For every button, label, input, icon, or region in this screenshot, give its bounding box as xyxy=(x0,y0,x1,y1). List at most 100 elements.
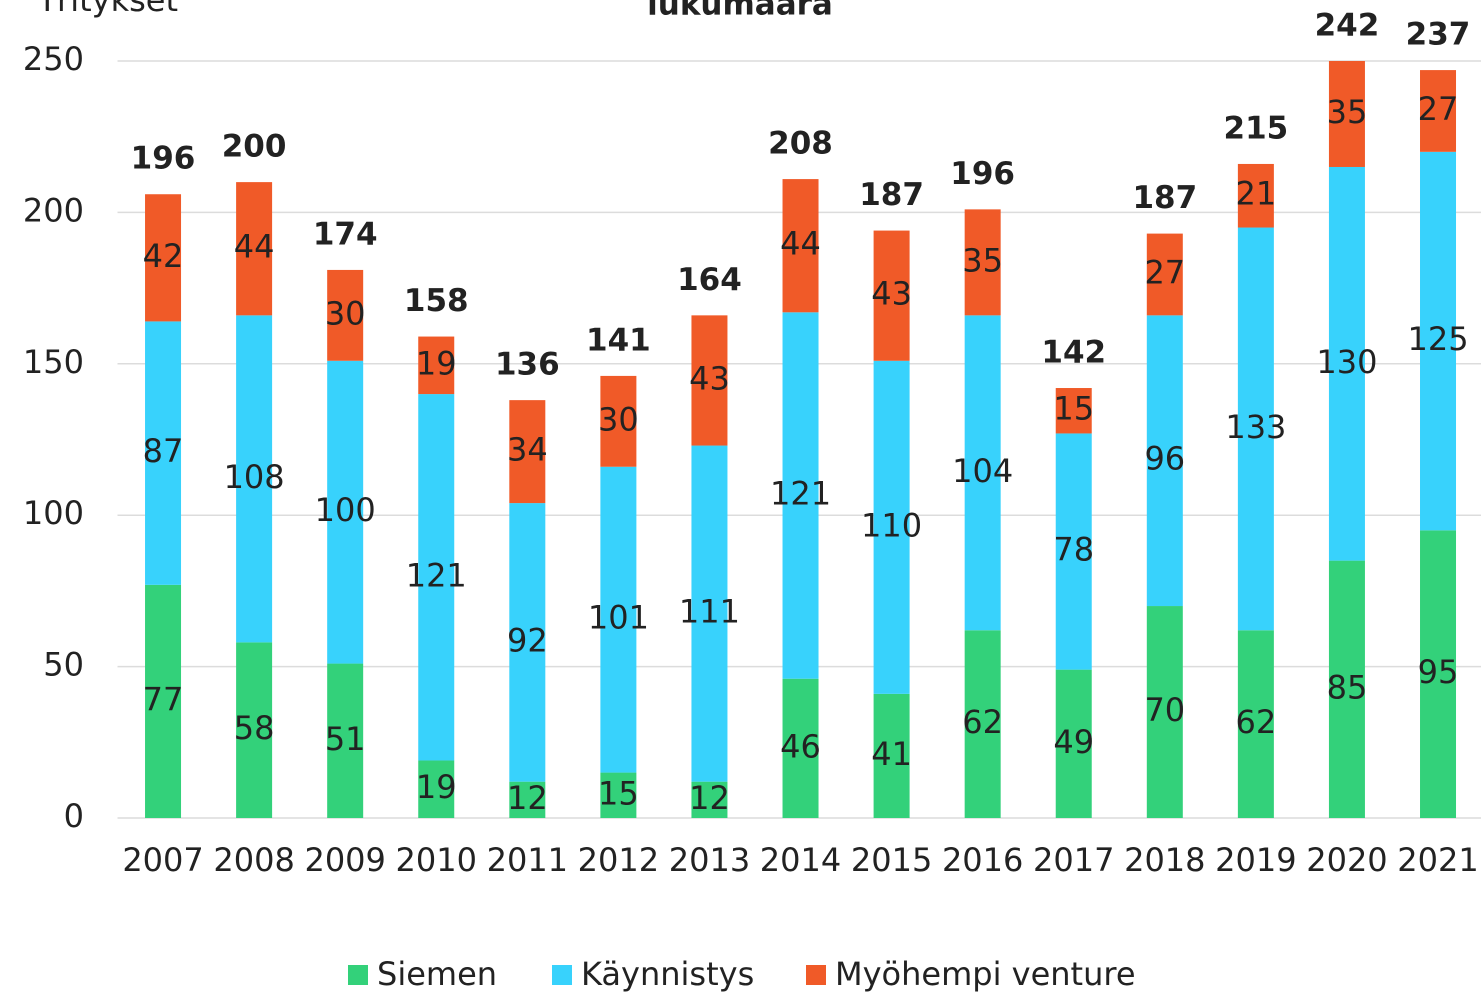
bar-segment xyxy=(600,772,637,818)
x-tick-label: 2012 xyxy=(578,841,659,879)
value-label: 104 xyxy=(952,452,1013,490)
bar-segment xyxy=(418,336,455,395)
value-label: 110 xyxy=(861,506,922,544)
bar-segment xyxy=(509,503,546,782)
bar-segment xyxy=(782,312,819,679)
bar-segment xyxy=(145,194,182,322)
bar-segment xyxy=(691,445,728,782)
y-tick-label: 200 xyxy=(23,191,84,229)
value-label: 27 xyxy=(1144,253,1185,291)
bar-segment xyxy=(1328,560,1365,818)
total-label: 174 xyxy=(313,216,378,252)
bar-segment xyxy=(873,230,910,361)
total-label: 237 xyxy=(1406,17,1471,53)
total-label: 141 xyxy=(586,322,651,358)
bar-segment xyxy=(782,678,819,818)
bar-segment xyxy=(145,321,182,585)
value-label: 49 xyxy=(1053,723,1094,761)
value-label: 35 xyxy=(962,241,1003,279)
value-label: 43 xyxy=(689,359,730,397)
value-label: 19 xyxy=(416,768,457,806)
y-tick-label: 100 xyxy=(23,494,84,532)
bar-segment xyxy=(1055,669,1092,818)
value-label: 30 xyxy=(325,294,366,332)
value-label: 101 xyxy=(588,599,649,637)
value-label: 44 xyxy=(234,228,275,266)
y-tick-label: 0 xyxy=(64,797,84,835)
bar-segment xyxy=(327,663,364,818)
total-label: 136 xyxy=(495,347,560,383)
y-tick-label: 150 xyxy=(23,343,84,381)
bar-segment xyxy=(873,360,910,694)
value-label: 35 xyxy=(1327,93,1368,131)
bar-segment xyxy=(691,315,728,446)
bar-segment xyxy=(327,269,364,361)
x-tick-label: 2008 xyxy=(213,841,294,879)
bar-segment xyxy=(509,400,546,504)
value-label: 43 xyxy=(871,275,912,313)
bar-segment xyxy=(145,584,182,818)
legend-label: Myöhempi venture xyxy=(835,955,1136,993)
x-tick-label: 2017 xyxy=(1033,841,1114,879)
bar-segment xyxy=(964,209,1001,316)
value-label: 15 xyxy=(1053,390,1094,428)
bar-segment xyxy=(1420,70,1457,152)
bar-segment xyxy=(1237,163,1274,228)
total-label: 215 xyxy=(1224,110,1289,146)
x-tick-label: 2010 xyxy=(396,841,477,879)
total-label: 187 xyxy=(1132,180,1197,216)
bar-segment xyxy=(236,182,273,316)
value-label: 121 xyxy=(406,556,467,594)
bar-segment xyxy=(236,642,273,818)
value-label: 58 xyxy=(234,709,275,747)
value-label: 41 xyxy=(871,735,912,773)
bar-segment xyxy=(600,375,637,467)
bar-segment xyxy=(1328,166,1365,561)
total-label: 208 xyxy=(768,126,833,162)
x-tick-label: 2007 xyxy=(122,841,203,879)
x-tick-label: 2013 xyxy=(669,841,750,879)
value-label: 95 xyxy=(1418,653,1459,691)
total-label: 164 xyxy=(677,262,742,298)
total-label: 187 xyxy=(859,177,924,213)
legend-swatch xyxy=(348,965,368,985)
bar-segment xyxy=(1328,61,1365,167)
bar-segment xyxy=(1146,233,1183,316)
value-label: 121 xyxy=(770,475,831,513)
legend-swatch xyxy=(552,965,572,985)
value-label: 12 xyxy=(689,779,730,817)
value-label: 70 xyxy=(1144,691,1185,729)
bar-segment xyxy=(509,781,546,818)
value-label: 62 xyxy=(1236,703,1277,741)
value-label: 27 xyxy=(1418,90,1459,128)
bar-segment xyxy=(1055,388,1092,434)
y-axis-label: Yritykset xyxy=(36,0,178,19)
bar-segment xyxy=(418,394,455,761)
bar-segment xyxy=(236,315,273,643)
x-tick-label: 2020 xyxy=(1306,841,1387,879)
bar-segment xyxy=(327,360,364,664)
bar-segment xyxy=(1146,315,1183,607)
x-tick-label: 2021 xyxy=(1397,841,1478,879)
value-label: 15 xyxy=(598,774,639,812)
total-label: 200 xyxy=(222,129,287,165)
value-label: 30 xyxy=(598,400,639,438)
x-tick-label: 2011 xyxy=(487,841,568,879)
bar-segment xyxy=(782,179,819,313)
bar-segment xyxy=(418,760,455,818)
value-label: 108 xyxy=(224,458,285,496)
value-label: 87 xyxy=(143,432,184,470)
chart-title: lukumäärä xyxy=(647,0,833,23)
total-label: 196 xyxy=(950,156,1015,192)
value-label: 19 xyxy=(416,344,457,382)
x-tick-label: 2015 xyxy=(851,841,932,879)
value-label: 85 xyxy=(1327,668,1368,706)
legend-label: Siemen xyxy=(377,955,497,993)
value-label: 46 xyxy=(780,727,821,765)
value-label: 125 xyxy=(1407,320,1468,358)
bar-segment xyxy=(964,630,1001,818)
value-label: 42 xyxy=(143,237,184,275)
total-label: 196 xyxy=(131,141,196,177)
y-tick-label: 50 xyxy=(43,646,84,684)
